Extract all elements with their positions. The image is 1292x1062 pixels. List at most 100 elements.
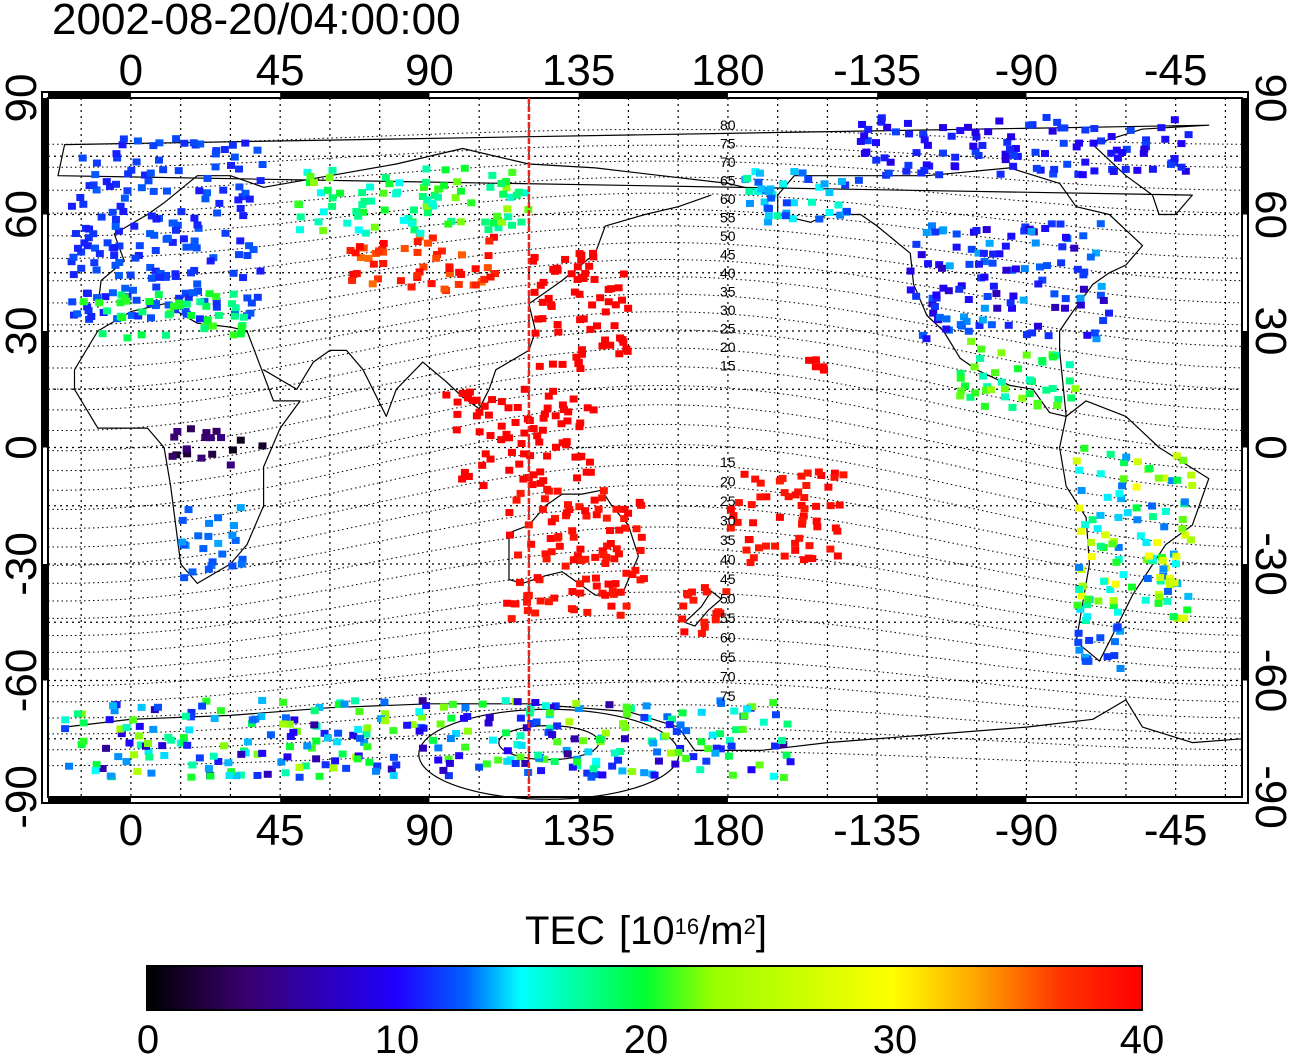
tec-cell-se-asia xyxy=(520,429,529,437)
tec-cell-se-asia xyxy=(538,426,547,434)
contour-label: 35 xyxy=(720,532,736,548)
tec-cell-siberia xyxy=(488,171,497,179)
tec-cell-africa-south xyxy=(204,532,213,540)
tec-cell-south-america xyxy=(1122,453,1131,461)
tec-cell-central-america xyxy=(977,345,986,353)
tec-cell-europe xyxy=(105,182,114,190)
tec-cell-arctic xyxy=(972,133,981,141)
tec-cell-europe xyxy=(76,193,85,201)
tec-cell-arctic xyxy=(1013,152,1022,160)
tec-cell-siberia xyxy=(380,206,389,214)
tec-cell-antarctica xyxy=(380,698,389,706)
tec-cell-central-asia xyxy=(433,250,442,258)
tec-cell-europe xyxy=(67,258,76,266)
tec-cell-antarctica xyxy=(312,737,321,745)
tec-cell-east-asia xyxy=(575,290,584,298)
tec-cell-arctic xyxy=(995,117,1004,125)
tec-cell-siberia xyxy=(503,205,512,213)
tec-cell-europe xyxy=(230,153,239,161)
tec-cell-south-america xyxy=(1154,599,1163,607)
tec-cell-antarctica xyxy=(135,722,144,730)
tec-cell-se-asia xyxy=(517,440,526,448)
tec-cell-australia xyxy=(616,588,625,596)
tec-cell-antarctica xyxy=(461,704,470,712)
tec-cell-antarctica xyxy=(663,713,672,721)
tec-cell-antarctica xyxy=(389,771,398,779)
tec-cell-pacific-south xyxy=(802,481,811,489)
tec-cell-central-america xyxy=(970,363,979,371)
contour-line xyxy=(47,526,1243,602)
tec-cell-antarctica xyxy=(321,761,330,769)
tec-cell-north-america xyxy=(912,292,921,300)
tec-cell-europe-south xyxy=(203,316,212,324)
tec-cell-antarctica xyxy=(295,763,304,771)
tec-cell-antarctica xyxy=(738,725,747,733)
contour-line xyxy=(48,192,1243,237)
tec-cell-antarctica xyxy=(697,738,706,746)
top-lon-label: -45 xyxy=(1144,46,1208,95)
tec-cell-antarctica xyxy=(452,729,461,737)
tec-cell-siberia xyxy=(508,221,517,229)
tec-cell-pacific-south xyxy=(799,512,808,520)
tec-cell-antarctica xyxy=(257,713,266,721)
tec-cell-europe xyxy=(95,250,104,258)
tec-cell-europe xyxy=(91,171,100,179)
tec-cell-pacific-south xyxy=(812,502,821,510)
tec-cell-antarctica xyxy=(116,725,125,733)
contour-label: 80 xyxy=(720,117,736,133)
tec-cell-antarctica xyxy=(769,699,778,707)
tec-cell-east-asia xyxy=(618,296,627,304)
tec-cell-antarctica xyxy=(444,772,453,780)
tec-cell-north-america xyxy=(1079,285,1088,293)
tec-cell-siberia xyxy=(514,188,523,196)
tec-cell-europe-south xyxy=(102,307,111,315)
tec-cell-north-america xyxy=(967,245,976,253)
tec-cell-south-america-s xyxy=(1116,664,1125,672)
tec-cell-alaska xyxy=(764,188,773,196)
tec-cell-arctic xyxy=(1060,124,1069,132)
tec-cell-antarctica xyxy=(323,734,332,742)
tec-cell-pacific-south xyxy=(799,556,808,564)
tec-cell-europe xyxy=(195,187,204,195)
tec-cell-south-america xyxy=(1109,597,1118,605)
tec-cell-pacific-south xyxy=(798,516,807,524)
tec-cell-antarctica xyxy=(517,741,526,749)
tec-cell-arctic xyxy=(1040,149,1049,157)
tec-cell-australia xyxy=(540,495,549,503)
tec-cell-south-america xyxy=(1087,553,1096,561)
tec-cell-arctic xyxy=(1050,165,1059,173)
contour-line xyxy=(48,144,1243,168)
tec-cell-alaska xyxy=(760,198,769,206)
tec-cell-arctic xyxy=(1140,145,1149,153)
tec-cell-europe xyxy=(119,135,128,143)
tec-cell-antarctica xyxy=(392,761,401,769)
tec-cell-north-america xyxy=(924,260,933,268)
tec-cell-africa-east xyxy=(212,427,221,435)
tec-cell-north-america xyxy=(1073,265,1082,273)
tec-cell-central-america xyxy=(1026,376,1035,384)
tec-cell-pacific-south xyxy=(800,505,809,513)
tec-cell-antarctica xyxy=(546,709,555,717)
tec-cell-antarctica xyxy=(640,713,649,721)
tec-cell-north-america xyxy=(987,321,996,329)
tec-cell-europe-south xyxy=(164,311,173,319)
tec-cell-europe xyxy=(171,306,180,314)
tec-cell-antarctica xyxy=(158,742,167,750)
tec-cell-east-asia xyxy=(572,353,581,361)
tec-cell-south-america xyxy=(1163,597,1172,605)
tec-cell-antarctica xyxy=(654,757,663,765)
tec-cell-alaska xyxy=(815,183,824,191)
tec-cell-antarctica xyxy=(351,697,360,705)
tec-cell-east-asia xyxy=(574,360,583,368)
tec-cell-siberia xyxy=(399,216,408,224)
tec-cell-north-america xyxy=(1034,322,1043,330)
tec-cell-australia xyxy=(606,539,615,547)
tec-cell-new-zealand xyxy=(687,588,696,596)
bottom-lon-label: 180 xyxy=(691,806,764,855)
colorbar-unit-mid: /m xyxy=(699,909,744,953)
tec-cell-antarctica xyxy=(748,703,757,711)
contour-line xyxy=(47,404,1243,491)
tec-cell-antarctica xyxy=(501,697,510,705)
tec-cell-antarctica xyxy=(266,731,275,739)
tec-cell-antarctica xyxy=(105,716,114,724)
